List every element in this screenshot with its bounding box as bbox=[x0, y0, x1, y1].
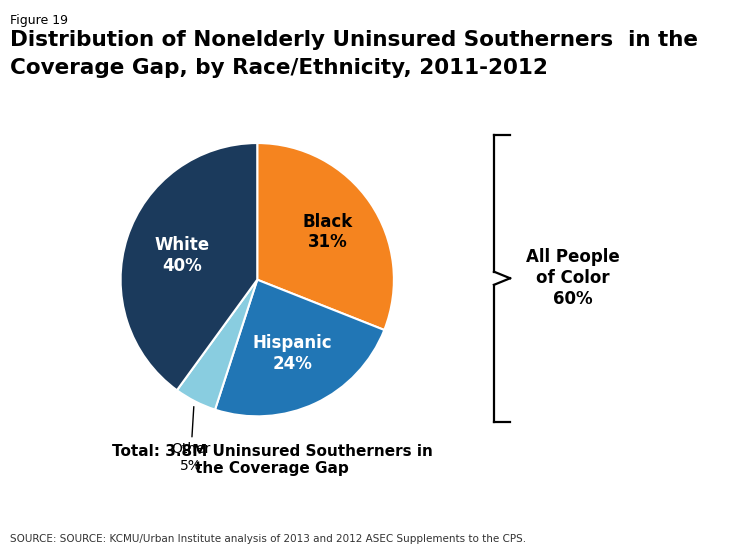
Text: Distribution of Nonelderly Uninsured Southerners  in the: Distribution of Nonelderly Uninsured Sou… bbox=[10, 30, 698, 50]
Wedge shape bbox=[215, 280, 384, 417]
Wedge shape bbox=[177, 280, 257, 409]
Text: White
40%: White 40% bbox=[154, 236, 209, 274]
Wedge shape bbox=[257, 143, 394, 330]
Text: Other
5%: Other 5% bbox=[171, 407, 210, 473]
Text: Coverage Gap, by Race/Ethnicity, 2011-2012: Coverage Gap, by Race/Ethnicity, 2011-20… bbox=[10, 58, 548, 78]
Text: Black
31%: Black 31% bbox=[302, 213, 353, 251]
Text: Total: 3.8M Uninsured Southerners in
the Coverage Gap: Total: 3.8M Uninsured Southerners in the… bbox=[112, 444, 432, 476]
Text: SOURCE: SOURCE: KCMU/Urban Institute analysis of 2013 and 2012 ASEC Supplements : SOURCE: SOURCE: KCMU/Urban Institute ana… bbox=[10, 534, 526, 544]
Wedge shape bbox=[121, 143, 257, 390]
Text: FOUNDATION: FOUNDATION bbox=[649, 525, 699, 531]
Text: FAMILY: FAMILY bbox=[653, 512, 695, 522]
Text: KAISER: KAISER bbox=[647, 498, 701, 511]
Text: Figure 19: Figure 19 bbox=[10, 14, 68, 27]
Text: THE HENRY J.: THE HENRY J. bbox=[652, 490, 696, 495]
Text: Hispanic
24%: Hispanic 24% bbox=[252, 334, 332, 373]
Text: All People
of Color
60%: All People of Color 60% bbox=[526, 249, 620, 308]
